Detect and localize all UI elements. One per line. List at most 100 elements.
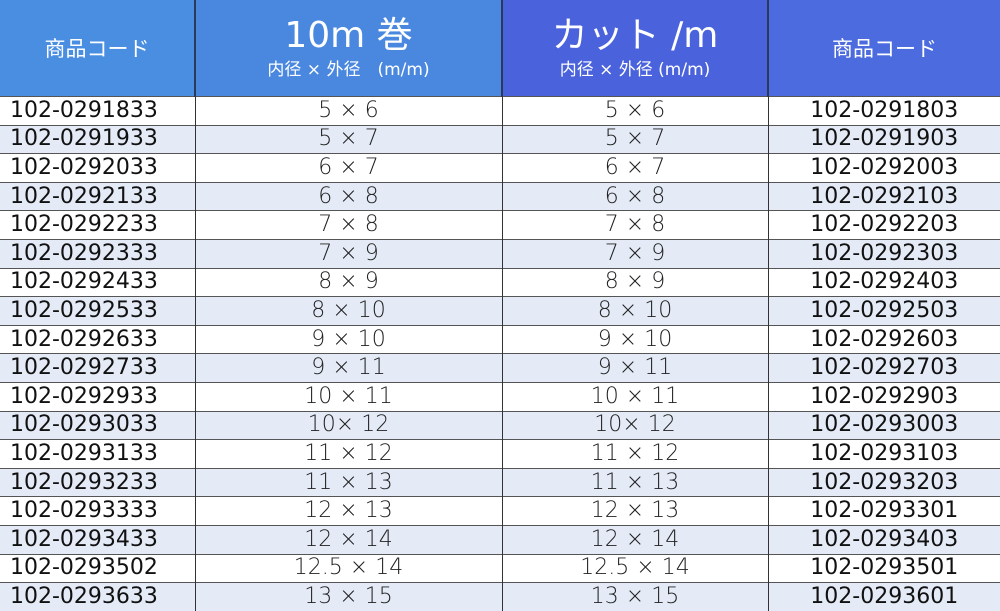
cut-size: 6 × 8 <box>502 181 769 211</box>
roll-product-code: 102-0293233 <box>0 467 196 497</box>
cut-size: 8 × 9 <box>502 267 769 297</box>
roll-product-code: 102-0292333 <box>0 238 196 269</box>
roll-size: 8 × 10 <box>195 296 503 326</box>
cut-size: 9 × 11 <box>502 353 769 383</box>
cut-size: 10 × 11 <box>502 381 769 412</box>
header-cut-per-m: カット /m 内径 × 外径 (m/m) <box>502 0 769 97</box>
table-row: 102-0293233 11 × 13 11 × 13 102-0293203 <box>0 467 1000 497</box>
cut-product-code: 102-0293403 <box>768 524 1000 554</box>
roll-size: 5 × 6 <box>195 96 503 126</box>
table-row: 102-0293633 13 × 15 13 × 15 102-0293601 <box>0 582 1000 611</box>
cut-product-code: 102-0292603 <box>768 324 1000 354</box>
roll-product-code: 102-0293133 <box>0 439 196 469</box>
header-10m-roll-title: 10m 巻 <box>284 15 413 56</box>
header-row: 商品コード 10m 巻 内径 × 外径 (m/m) カット /m 内径 × 外径… <box>0 0 1000 97</box>
table-row: 102-0293033 10× 12 10× 12 102-0293003 <box>0 410 1000 440</box>
roll-product-code: 102-0293033 <box>0 410 196 440</box>
roll-product-code: 102-0292133 <box>0 181 196 211</box>
cut-size: 8 × 10 <box>502 296 769 326</box>
roll-product-code: 102-0292533 <box>0 296 196 326</box>
cut-size: 5 × 6 <box>502 96 769 126</box>
cut-size: 11 × 13 <box>502 467 769 497</box>
cut-product-code: 102-0292503 <box>768 296 1000 326</box>
cut-size: 6 × 7 <box>502 153 769 183</box>
table-row: 102-0292533 8 × 10 8 × 10 102-0292503 <box>0 296 1000 326</box>
roll-product-code: 102-0292933 <box>0 381 196 412</box>
cut-product-code: 102-0292003 <box>768 153 1000 183</box>
roll-size: 12 × 14 <box>195 524 503 554</box>
cut-product-code: 102-0292203 <box>768 210 1000 240</box>
cut-product-code: 102-0292103 <box>768 181 1000 211</box>
roll-size: 7 × 8 <box>195 210 503 240</box>
cut-product-code: 102-0291903 <box>768 124 1000 154</box>
roll-size: 9 × 11 <box>195 353 503 383</box>
header-product-code-roll: 商品コード <box>0 0 196 97</box>
cut-size: 12.5 × 14 <box>502 553 769 583</box>
cut-product-code: 102-0293203 <box>768 467 1000 497</box>
roll-product-code: 102-0292233 <box>0 210 196 240</box>
roll-size: 5 × 7 <box>195 124 503 154</box>
cut-product-code: 102-0293003 <box>768 410 1000 440</box>
roll-product-code: 102-0291833 <box>0 96 196 126</box>
roll-product-code: 102-0293502 <box>0 553 196 583</box>
cut-size: 12 × 13 <box>502 496 769 526</box>
cut-product-code: 102-0293601 <box>768 582 1000 611</box>
roll-product-code: 102-0293633 <box>0 582 196 611</box>
roll-size: 12 × 13 <box>195 496 503 526</box>
header-10m-roll-subtitle: 内径 × 外径 (m/m) <box>267 60 430 80</box>
roll-product-code: 102-0293333 <box>0 496 196 526</box>
cut-product-code: 102-0293301 <box>768 496 1000 526</box>
header-cut-title: カット /m <box>551 15 719 56</box>
roll-product-code: 102-0292033 <box>0 153 196 183</box>
roll-size: 13 × 15 <box>195 582 503 611</box>
header-cut-subtitle: 内径 × 外径 (m/m) <box>559 60 711 80</box>
cut-product-code: 102-0292903 <box>768 381 1000 412</box>
cut-size: 7 × 8 <box>502 210 769 240</box>
roll-size: 9 × 10 <box>195 324 503 354</box>
table-row: 102-0293502 12.5 × 14 12.5 × 14 102-0293501 <box>0 553 1000 583</box>
table-row: 102-0292933 10 × 11 10 × 11 102-0292903 <box>0 381 1000 412</box>
roll-size: 6 × 8 <box>195 181 503 211</box>
cut-size: 5 × 7 <box>502 124 769 154</box>
roll-product-code: 102-0291933 <box>0 124 196 154</box>
roll-size: 6 × 7 <box>195 153 503 183</box>
roll-size: 11 × 13 <box>195 467 503 497</box>
table-row: 102-0293433 12 × 14 12 × 14 102-0293403 <box>0 524 1000 554</box>
cut-size: 7 × 9 <box>502 238 769 269</box>
roll-size: 12.5 × 14 <box>195 553 503 583</box>
header-product-code-cut: 商品コード <box>768 0 1000 97</box>
cut-size: 9 × 10 <box>502 324 769 354</box>
cut-product-code: 102-0292703 <box>768 353 1000 383</box>
roll-product-code: 102-0293433 <box>0 524 196 554</box>
roll-size: 11 × 12 <box>195 439 503 469</box>
table-row: 102-0293333 12 × 13 12 × 13 102-0293301 <box>0 496 1000 526</box>
cut-product-code: 102-0293103 <box>768 439 1000 469</box>
cut-product-code: 102-0292303 <box>768 238 1000 269</box>
cut-product-code: 102-0292403 <box>768 267 1000 297</box>
roll-size: 10 × 11 <box>195 381 503 412</box>
table-row: 102-0292633 9 × 10 9 × 10 102-0292603 <box>0 324 1000 354</box>
cut-size: 12 × 14 <box>502 524 769 554</box>
roll-product-code: 102-0292733 <box>0 353 196 383</box>
table-row: 102-0293133 11 × 12 11 × 12 102-0293103 <box>0 439 1000 469</box>
cut-product-code: 102-0293501 <box>768 553 1000 583</box>
roll-product-code: 102-0292633 <box>0 324 196 354</box>
cut-size: 10× 12 <box>502 410 769 440</box>
roll-size: 10× 12 <box>195 410 503 440</box>
cut-product-code: 102-0291803 <box>768 96 1000 126</box>
cut-size: 11 × 12 <box>502 439 769 469</box>
header-10m-roll: 10m 巻 内径 × 外径 (m/m) <box>195 0 503 97</box>
roll-size: 8 × 9 <box>195 267 503 297</box>
roll-size: 7 × 9 <box>195 238 503 269</box>
roll-product-code: 102-0292433 <box>0 267 196 297</box>
cut-size: 13 × 15 <box>502 582 769 611</box>
table-row: 102-0292733 9 × 11 9 × 11 102-0292703 <box>0 353 1000 383</box>
